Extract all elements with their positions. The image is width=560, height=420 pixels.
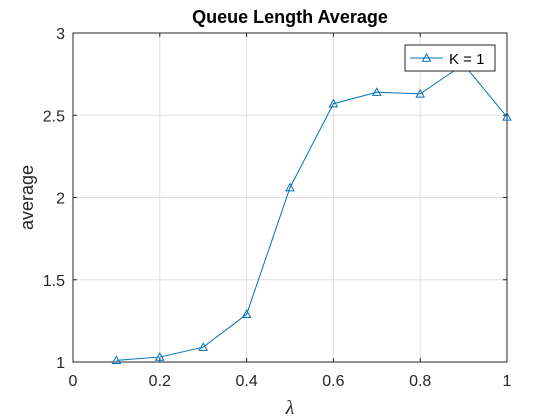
grid [72, 32, 508, 363]
y-tick-label: 1.5 [43, 273, 65, 290]
data-point [285, 182, 295, 192]
y-tick-label: 2 [56, 191, 65, 208]
y-axis-label: average [17, 165, 37, 230]
legend-entry-label: K = 1 [449, 51, 484, 68]
x-tick-label: 0.6 [322, 373, 344, 390]
x-tick-label: 0.2 [149, 373, 171, 390]
x-tick-label: 0.8 [409, 373, 431, 390]
x-tick-label: 0 [69, 373, 78, 390]
y-tick-label: 2.5 [43, 108, 65, 125]
data-point [371, 87, 382, 96]
data-point [241, 309, 252, 318]
legend-triangle-marker [421, 52, 432, 62]
ticks: 0 0.2 0.4 0.6 0.8 1 1 1.5 2 2.5 3 [43, 26, 512, 390]
chart-title: Queue Length Average [192, 7, 388, 27]
x-tick-label: 0.4 [235, 373, 257, 390]
data-point [198, 342, 209, 351]
data-point [328, 98, 339, 108]
series-layer [111, 59, 512, 365]
data-point [154, 352, 165, 361]
y-tick-label: 3 [56, 26, 65, 43]
y-tick-label: 1 [56, 355, 65, 372]
data-point [502, 111, 512, 121]
series-line [116, 63, 508, 361]
data-point [111, 355, 122, 365]
x-tick-label: 1 [503, 373, 512, 390]
x-axis-label: λ [285, 397, 295, 419]
data-point [415, 88, 426, 98]
legend: K = 1 [404, 44, 496, 72]
